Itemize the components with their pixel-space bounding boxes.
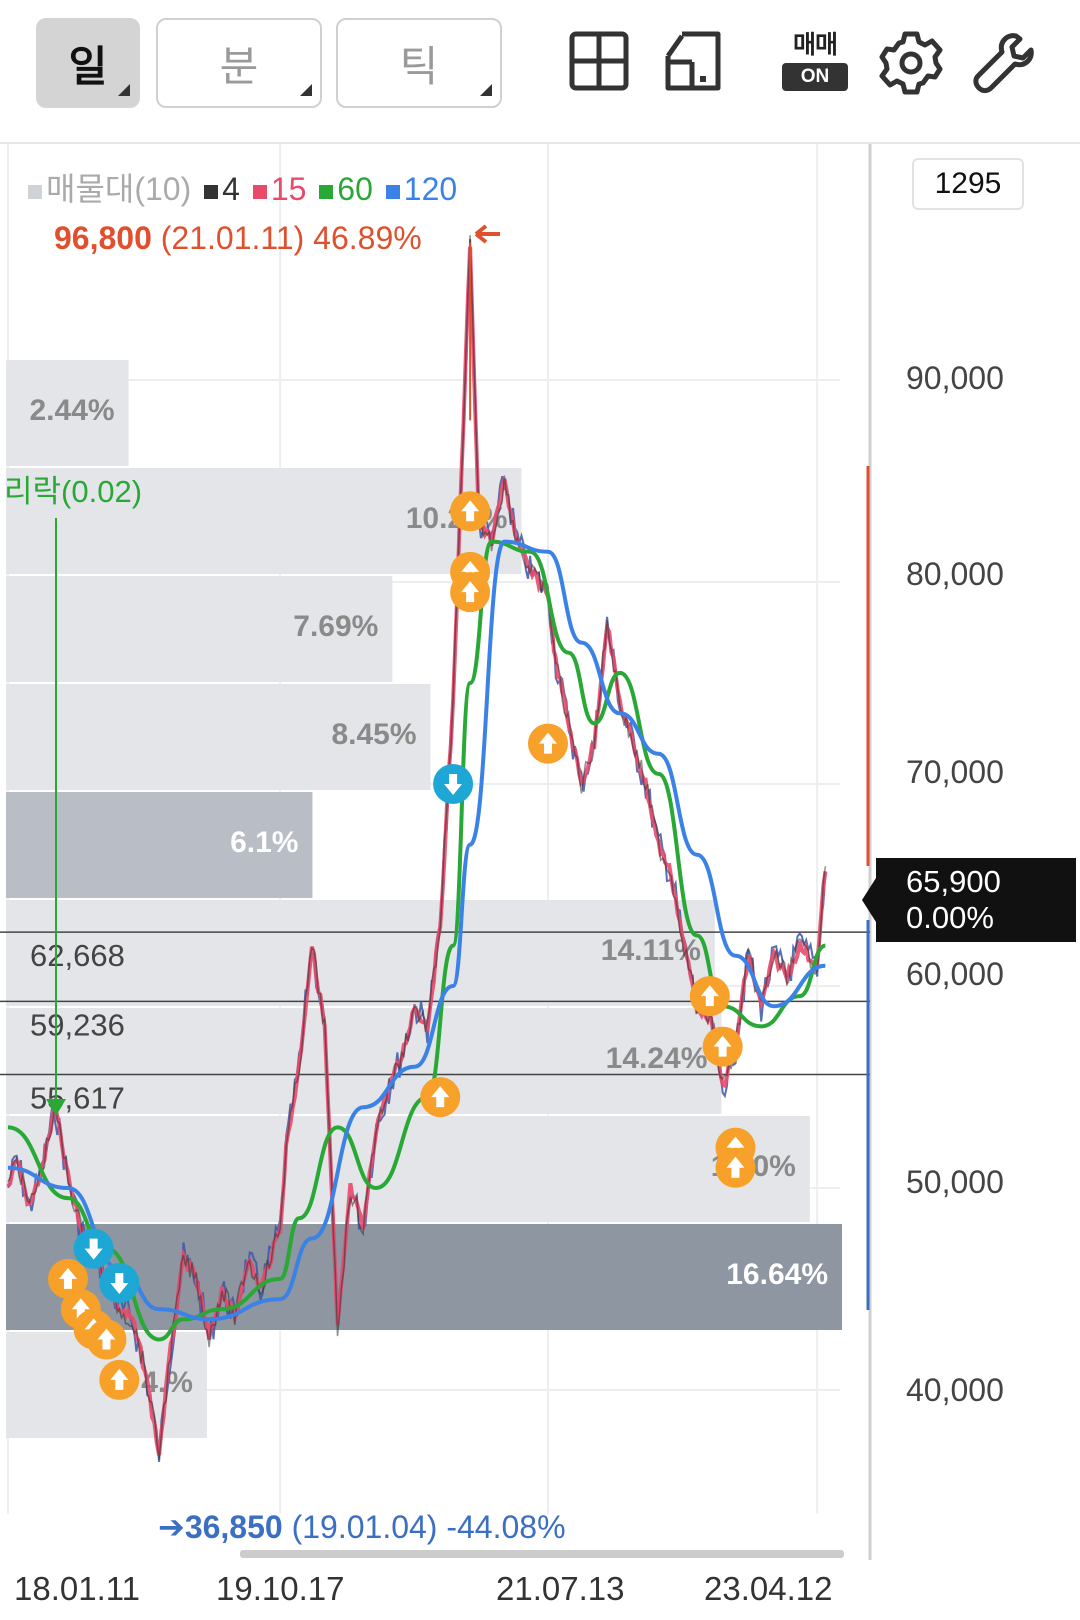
arrow-down-icon <box>444 774 463 795</box>
trade-on-toggle[interactable]: 매매 ON <box>780 30 850 100</box>
volume-profile-label: 7.69% <box>293 610 378 643</box>
volume-profile-label: 2.44% <box>30 394 115 427</box>
y-axis-tick-label: 70,000 <box>906 754 1004 790</box>
dropdown-corner-icon <box>300 84 312 96</box>
legend-ma120: 120 <box>403 171 458 207</box>
wrench-icon[interactable] <box>972 30 1038 96</box>
legend-swatch-ma4 <box>204 184 219 199</box>
period-day-button[interactable]: 일 <box>36 18 140 108</box>
volume-profile-label: 16.64% <box>726 1258 828 1291</box>
volume-profile-label: 14.24% <box>606 1042 708 1075</box>
volume-profile-bar <box>6 1116 810 1222</box>
current-price-change: 0.00% <box>906 900 994 935</box>
arrow-up-icon <box>461 500 480 522</box>
current-price-value: 65,900 <box>906 864 1001 899</box>
annotation-label: 리락(0.02) <box>4 474 142 509</box>
arrow-up-icon <box>461 581 480 603</box>
arrow-up-icon <box>726 1136 745 1158</box>
arrow-right-icon: ➔ <box>158 1509 185 1545</box>
price-tag-notch <box>862 878 876 922</box>
low-price-date: (19.01.04) <box>291 1509 438 1545</box>
chart-legend: 매물대(10) 4 15 60 120 <box>28 164 457 210</box>
volume-profile-bar <box>6 900 715 1006</box>
y-axis-tick-label: 80,000 <box>906 556 1004 592</box>
price-chart[interactable]: 2.44%10.26%7.69%8.45%6.1%14.11%14.24%16.… <box>0 144 1080 1620</box>
legend-ma60: 60 <box>337 171 373 207</box>
legend-swatch-ma15 <box>252 184 267 199</box>
arrow-up-icon <box>58 1267 77 1289</box>
period-day-label: 일 <box>68 42 108 90</box>
legend-ma4: 4 <box>222 171 240 207</box>
candle-count-box[interactable]: 1295 <box>912 158 1024 210</box>
price-lines-layer <box>6 235 828 1462</box>
volume-profile-label: 6.1% <box>230 826 298 859</box>
legend-swatch-ma60 <box>319 184 334 199</box>
arrow-up-icon <box>97 1328 116 1350</box>
support-line-label: 62,668 <box>30 938 125 973</box>
signal-markers-layer <box>47 491 756 1400</box>
support-line-label: 59,236 <box>30 1007 125 1042</box>
trade-label: 매매 <box>792 31 838 59</box>
annotation-arrow-head-icon <box>46 1099 66 1116</box>
support-line-label: 55,617 <box>30 1081 125 1116</box>
dropdown-corner-icon <box>480 84 492 96</box>
volume-profile-bar <box>6 792 313 898</box>
arrow-up-icon <box>713 1035 732 1057</box>
grid-layout-icon[interactable] <box>568 28 632 94</box>
arrow-up-icon <box>539 732 557 754</box>
ma120-line <box>7 539 826 1322</box>
legend-swatch-volume-profile <box>28 184 42 199</box>
arrow-up-icon <box>431 1086 450 1108</box>
period-tick-label: 틱 <box>399 42 439 90</box>
current-price-tag: 65,900 0.00% <box>862 858 1076 942</box>
gear-icon[interactable] <box>878 30 944 96</box>
period-minute-label: 분 <box>219 42 259 90</box>
high-price-date: (21.01.11) <box>160 220 305 256</box>
low-price-pct: -44.08% <box>446 1509 566 1545</box>
y-axis-tick-label: 60,000 <box>906 956 1004 992</box>
y-axis-tick-label: 50,000 <box>906 1164 1004 1200</box>
arrow-up-icon <box>110 1368 129 1390</box>
high-price-value: 96,800 <box>54 220 152 256</box>
ma4-line <box>7 235 827 1460</box>
volume-profile-bar <box>6 684 431 790</box>
chart-toolbar: 일 분 틱 매매 ON <box>0 0 1080 144</box>
low-price-value: 36,850 <box>184 1509 283 1545</box>
y-axis-tick-label: 90,000 <box>906 360 1004 396</box>
high-price-pct: 46.89% <box>313 220 422 256</box>
x-axis-tick-label: 19.10.17 <box>216 1570 345 1607</box>
high-price-label: 96,800 (21.01.11) 46.89% <box>54 220 422 257</box>
legend-swatch-ma120 <box>385 184 400 199</box>
x-axis-tick-label: 23.04.12 <box>704 1570 833 1607</box>
arrow-up-icon <box>71 1298 90 1320</box>
arrow-down-icon <box>110 1272 129 1294</box>
arrow-left-icon <box>474 224 500 244</box>
ma60-line <box>7 539 827 1342</box>
volume-profile-bar <box>6 1008 722 1114</box>
volume-profile-layer: 2.44%10.26%7.69%8.45%6.1%14.11%14.24%16.… <box>6 360 842 1438</box>
split-layout-icon[interactable] <box>662 28 726 94</box>
arrow-up-icon <box>700 985 719 1007</box>
volume-profile-label: 8.45% <box>331 718 416 751</box>
period-tick-button[interactable]: 틱 <box>336 18 502 108</box>
volume-profile-bar <box>6 360 129 466</box>
arrow-up-icon <box>461 560 480 582</box>
volume-profile-bar <box>6 1224 842 1330</box>
volume-profile-bar <box>6 576 393 682</box>
horizontal-scrollbar <box>240 1550 844 1558</box>
chart-annotations-layer: 리락(0.02) <box>4 224 870 1558</box>
legend-volume-profile: 매물대(10) <box>46 171 192 207</box>
x-axis-tick-label: 18.01.11 <box>14 1570 141 1607</box>
volume-profile-bar <box>6 468 522 574</box>
support-lines-layer: 62,668 59,236 55,617 <box>0 931 870 1116</box>
x-axis-tick-label: 21.07.13 <box>496 1570 625 1607</box>
arrow-down-icon <box>84 1238 103 1260</box>
period-minute-button[interactable]: 분 <box>156 18 322 108</box>
arrow-up-icon <box>726 1156 745 1178</box>
trade-state-badge: ON <box>782 63 848 91</box>
dropdown-corner-icon <box>118 84 130 96</box>
y-axis-tick-label: 40,000 <box>906 1372 1004 1408</box>
legend-ma15: 15 <box>270 171 307 207</box>
low-price-label: ➔36,850 (19.01.04) -44.08% <box>158 1508 566 1546</box>
